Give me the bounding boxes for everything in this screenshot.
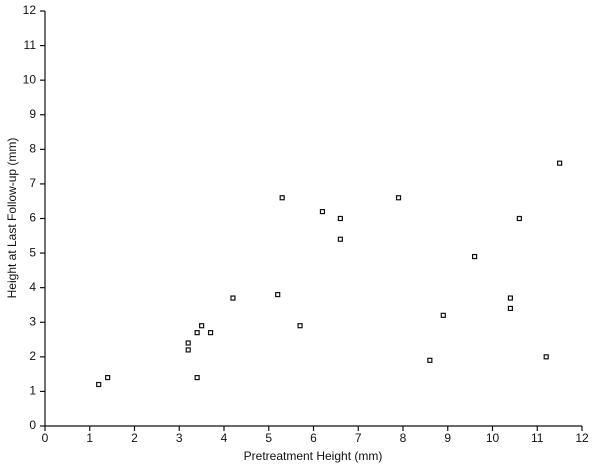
x-tick-label: 0 bbox=[42, 431, 49, 445]
x-tick-label: 6 bbox=[310, 431, 317, 445]
y-tick-label: 8 bbox=[29, 142, 36, 156]
x-tick-label: 9 bbox=[444, 431, 451, 445]
y-tick-label: 5 bbox=[29, 245, 36, 259]
point bbox=[427, 357, 433, 363]
point bbox=[297, 323, 303, 329]
point bbox=[507, 305, 513, 312]
x-axis-label: Pretreatment Height (mm) bbox=[244, 449, 383, 463]
point bbox=[507, 295, 513, 301]
point bbox=[543, 354, 549, 360]
point bbox=[472, 253, 478, 260]
point bbox=[337, 236, 343, 242]
y-tick-label: 10 bbox=[23, 72, 37, 86]
x-tick-label: 5 bbox=[265, 431, 272, 445]
point bbox=[275, 291, 281, 298]
point bbox=[516, 215, 522, 222]
point bbox=[319, 208, 326, 215]
y-tick-label: 0 bbox=[29, 418, 36, 432]
y-tick-label: 3 bbox=[29, 314, 36, 328]
point bbox=[279, 195, 285, 201]
point bbox=[96, 381, 102, 388]
y-tick-label: 4 bbox=[29, 280, 36, 294]
y-tick-label: 7 bbox=[29, 176, 36, 190]
y-tick-label: 1 bbox=[29, 384, 36, 398]
x-tick-label: 7 bbox=[355, 431, 362, 445]
x-tick-label: 1 bbox=[86, 431, 93, 445]
x-tick-label: 8 bbox=[400, 431, 407, 445]
point bbox=[194, 374, 200, 381]
point bbox=[440, 312, 446, 318]
point bbox=[105, 374, 111, 381]
x-tick-label: 3 bbox=[176, 431, 183, 445]
y-axis-label: Height at Last Follow-up (mm) bbox=[5, 138, 19, 299]
y-tick-label: 2 bbox=[29, 349, 36, 363]
point bbox=[557, 160, 563, 166]
y-tick-label: 12 bbox=[23, 3, 37, 17]
x-tick-label: 2 bbox=[131, 431, 138, 445]
point bbox=[207, 330, 214, 336]
point bbox=[185, 340, 191, 346]
point bbox=[230, 295, 236, 301]
x-tick-label: 12 bbox=[575, 431, 589, 445]
y-tick-label: 11 bbox=[24, 38, 37, 52]
y-tick-label: 6 bbox=[29, 211, 36, 225]
point bbox=[395, 195, 402, 201]
y-tick-label: 9 bbox=[29, 107, 36, 121]
point bbox=[194, 330, 200, 336]
x-tick-label: 11 bbox=[531, 431, 544, 445]
x-tick-label: 10 bbox=[486, 431, 500, 445]
point bbox=[185, 347, 191, 353]
point bbox=[199, 323, 205, 329]
x-tick-label: 4 bbox=[221, 431, 228, 445]
point bbox=[337, 215, 343, 222]
